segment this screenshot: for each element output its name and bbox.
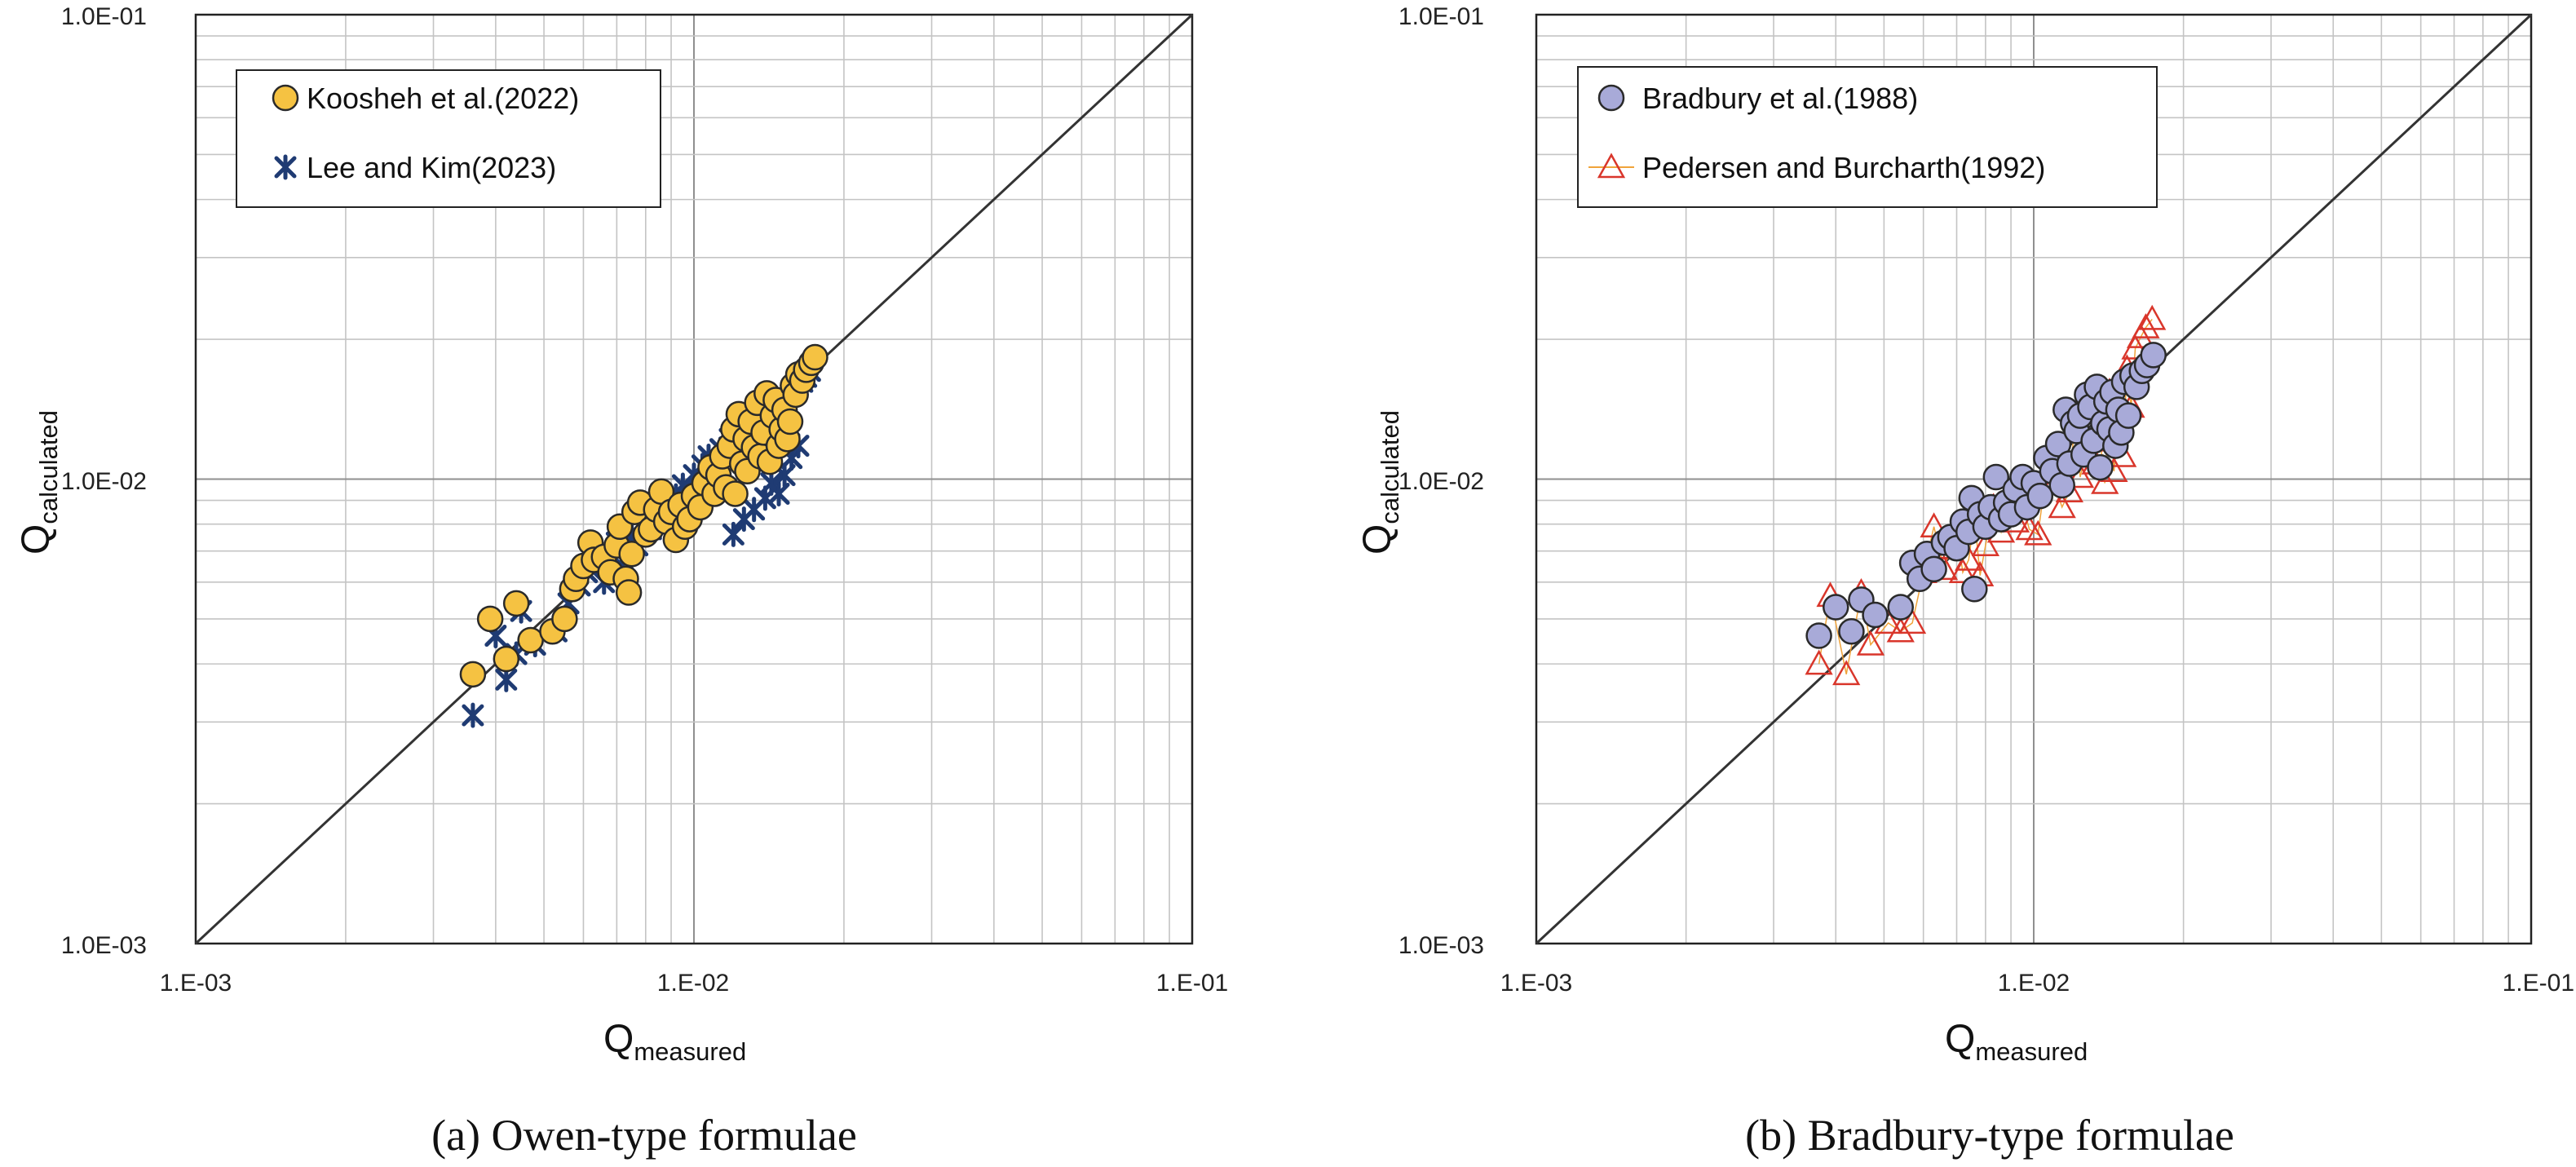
plot-border xyxy=(1535,13,2533,945)
panel-a-chart: Koosheh et al.(2022) Lee and Kim(2023) 1… xyxy=(15,3,1228,1160)
y-tick-label: 1.0E-01 xyxy=(61,3,147,30)
data-point xyxy=(1982,463,2010,491)
data-point xyxy=(459,661,487,688)
y-axis-title-main: Q xyxy=(15,524,58,555)
legend-box xyxy=(236,69,661,208)
x-tick-label: 1.E-03 xyxy=(160,970,232,997)
legend-swatch-bradbury xyxy=(1597,84,1625,112)
data-point xyxy=(2087,453,2114,481)
legend-marker xyxy=(1597,84,1625,112)
data-point xyxy=(2114,402,2142,429)
data-point xyxy=(1971,531,2000,556)
data-point xyxy=(495,666,518,692)
data-point xyxy=(1805,622,1832,649)
y-tick-label: 1.0E-03 xyxy=(1398,932,1484,959)
y-axis-title: Qcalculated xyxy=(1356,410,1404,555)
data-points xyxy=(1805,304,2167,686)
x-axis-title-main: Q xyxy=(1945,1018,1975,1061)
y-axis-title: Qcalculated xyxy=(15,410,63,555)
data-point xyxy=(493,645,520,673)
data-point xyxy=(615,579,643,606)
y-tick-label: 1.0E-03 xyxy=(61,932,147,959)
data-point xyxy=(1948,558,1977,584)
x-axis-title-sub: measured xyxy=(1975,1037,2088,1066)
x-tick-label: 1.E-03 xyxy=(1500,970,1572,997)
data-point xyxy=(502,590,530,617)
x-axis-title-sub: measured xyxy=(634,1037,746,1066)
data-point xyxy=(1832,660,1861,686)
data-point xyxy=(618,541,645,568)
legend-label-bradbury: Bradbury et al.(1988) xyxy=(1642,82,1918,115)
data-point xyxy=(1805,649,1833,675)
y-axis-title-main: Q xyxy=(1356,524,1399,555)
data-point xyxy=(776,408,804,435)
data-point xyxy=(1886,617,1915,643)
data-point xyxy=(802,343,828,371)
panel-b-caption: (b) Bradbury-type formulae xyxy=(1745,1111,2234,1160)
data-point xyxy=(2048,493,2076,519)
data-point xyxy=(722,480,749,507)
data-point xyxy=(1898,608,1927,634)
legend-swatch-pedersen xyxy=(1588,153,1634,179)
data-point xyxy=(1862,601,1889,629)
data-point xyxy=(2044,431,2072,458)
y-axis-title-sub: calculated xyxy=(34,410,63,524)
plot-border xyxy=(194,13,1194,945)
y-tick-label: 1.0E-02 xyxy=(1398,468,1484,495)
legend-marker xyxy=(1597,153,1626,179)
data-point xyxy=(476,605,504,633)
data-point xyxy=(1920,555,1947,583)
x-tick-label: 1.E-02 xyxy=(1998,970,2070,997)
data-point xyxy=(1887,594,1915,621)
data-point xyxy=(1823,594,1849,621)
plot-frame xyxy=(194,13,1194,945)
data-point xyxy=(1838,617,1865,645)
legend-marker xyxy=(272,84,299,112)
x-axis-title: Qmeasured xyxy=(603,1018,746,1066)
data-point xyxy=(767,480,790,506)
y-axis-title-sub: calculated xyxy=(1376,410,1404,524)
legend: Koosheh et al.(2022) Lee and Kim(2023) xyxy=(236,69,661,208)
y-tick-label: 1.0E-02 xyxy=(61,468,147,495)
legend-swatch-lee-kim xyxy=(274,154,297,180)
legend-marker xyxy=(274,154,297,180)
data-point xyxy=(2138,304,2167,330)
data-point xyxy=(2026,482,2054,510)
data-point xyxy=(2140,342,2167,369)
legend: Bradbury et al.(1988) Pedersen and Burch… xyxy=(1577,66,2158,208)
plot-frame xyxy=(1535,13,2533,945)
data-point xyxy=(551,605,578,633)
data-point xyxy=(2132,313,2160,338)
series-bradbury-et-al-1988 xyxy=(1805,342,2167,649)
y-tick-label: 1.0E-01 xyxy=(1398,3,1484,30)
panel-b-chart: Bradbury et al.(1988) Pedersen and Burch… xyxy=(1356,3,2574,1160)
legend-box xyxy=(1577,66,2158,208)
panel-a-caption: (a) Owen-type formulae xyxy=(431,1111,857,1160)
x-tick-label: 1.E-01 xyxy=(2503,970,2574,997)
legend-label-koosheh: Koosheh et al.(2022) xyxy=(307,82,579,115)
x-axis-title: Qmeasured xyxy=(1945,1018,2088,1066)
x-tick-label: 1.E-02 xyxy=(657,970,729,997)
legend-swatch-koosheh xyxy=(272,84,299,112)
series-koosheh-et-al-2022 xyxy=(459,343,828,688)
data-point xyxy=(1856,630,1885,656)
legend-label-lee-kim: Lee and Kim(2023) xyxy=(307,151,556,184)
data-point xyxy=(2024,519,2052,546)
data-points xyxy=(459,343,828,728)
legend-label-pedersen: Pedersen and Burcharth(1992) xyxy=(1642,151,2045,184)
x-axis-title-main: Q xyxy=(603,1018,634,1061)
data-point xyxy=(517,626,544,654)
data-point xyxy=(1961,575,1988,603)
x-tick-label: 1.E-01 xyxy=(1156,970,1228,997)
data-point xyxy=(462,702,484,728)
